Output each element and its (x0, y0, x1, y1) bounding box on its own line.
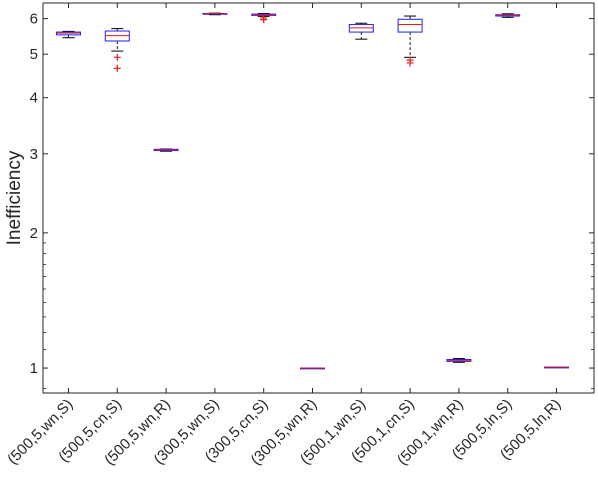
box-iqr (397, 18, 423, 33)
outlier-marker (113, 53, 121, 61)
box-1 (56, 30, 81, 39)
box-8 (397, 15, 423, 67)
box-4 (202, 12, 228, 16)
box-3 (153, 148, 179, 152)
box-7 (348, 22, 374, 40)
y-tick-label: 3 (30, 146, 38, 163)
outlier-marker (113, 64, 121, 72)
y-tick-label: 2 (30, 225, 38, 242)
outlier-marker (260, 16, 268, 24)
y-tick-label: 1 (30, 360, 38, 377)
y-tick-label: 4 (30, 90, 38, 107)
y-axis: 1 2 3 4 5 6 (30, 11, 594, 390)
y-axis-label: Inefficiency (4, 150, 25, 245)
y-tick-label: 6 (30, 11, 38, 28)
plot-area (42, 2, 595, 394)
box-10 (495, 13, 521, 18)
box-5 (251, 12, 277, 24)
y-tick-label: 5 (30, 46, 38, 63)
boxes (56, 12, 569, 370)
outlier-marker (406, 59, 414, 67)
box-11 (544, 366, 569, 369)
box-6 (300, 367, 325, 370)
box-9 (446, 358, 472, 363)
box-2 (104, 28, 130, 72)
